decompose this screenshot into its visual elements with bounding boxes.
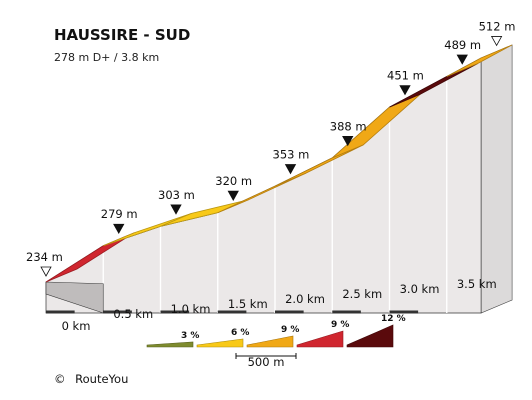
credit-name: RouteYou [75,372,128,386]
elevation-marker [113,223,125,235]
elevation-marker [342,135,354,147]
legend-swatch [296,330,344,348]
legend-swatch [146,341,194,348]
x-tick-label: 0.5 km [113,307,153,321]
legend-label: 3 % [181,331,199,341]
scale-label: 500 m [248,355,285,369]
elevation-marker [284,164,297,175]
x-tick-label: 1.0 km [171,302,211,316]
x-tick-label: 2.0 km [285,292,325,306]
legend-label: 12 % [381,314,406,324]
elevation-label: 320 m [215,174,252,188]
elevation-marker [399,85,411,96]
x-tick-label: 3.5 km [457,277,497,291]
legend-label: 9 % [331,320,349,330]
x-tick-label: 3.0 km [400,282,440,296]
elevation-label: 279 m [101,207,138,221]
elevation-marker [170,204,182,215]
elevation-marker [227,190,239,202]
credit-text: © RouteYou [54,372,128,386]
profile-end-cap [480,44,513,314]
elevation-label: 234 m [26,250,63,264]
chart-title: HAUSSIRE - SUD [54,26,190,44]
profile-segment [446,44,513,77]
x-axis: 0 km 0.5 km 1.0 km 1.5 km 2.0 km 2.5 km 3.0 km… [62,277,497,333]
elevation-label: 388 m [330,119,367,133]
elevation-label: 353 m [273,148,310,162]
x-tick-label: 2.5 km [342,287,382,301]
legend-swatch [246,335,294,348]
elevation-label: 303 m [158,188,195,202]
marker-group: 234 m 279 m 303 m 320 m 353 m 388 m 451 m 489 m… [26,19,516,277]
chart-subtitle: 278 m D+ / 3.8 km [54,51,159,64]
elevation-marker [490,36,503,47]
x-tick-label: 0 km [62,319,91,333]
legend-swatch [346,324,394,348]
copyright-symbol: © [54,372,66,386]
elevation-marker [40,266,52,277]
profile-front-block [45,281,104,314]
profile-group [45,44,513,314]
legend-label: 6 % [231,328,249,338]
gradient-legend: 3 % 6 % 9 % 9 % 12 % 500 m [146,314,406,369]
elevation-marker [456,54,468,65]
elevation-label: 512 m [479,19,516,33]
x-tick-label: 1.5 km [228,297,268,311]
legend-swatch [196,338,244,348]
elevation-label: 451 m [387,69,424,83]
elevation-label: 489 m [444,38,481,52]
legend-label: 9 % [281,325,299,335]
